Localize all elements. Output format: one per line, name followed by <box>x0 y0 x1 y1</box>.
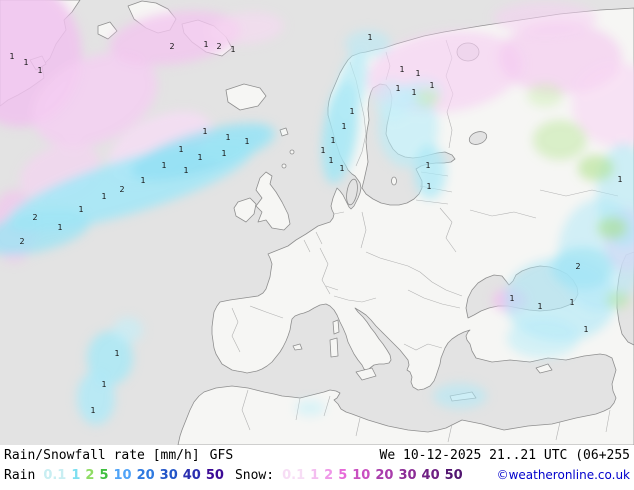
precip-patch <box>433 383 487 409</box>
precip-patch <box>345 30 391 58</box>
land-svalbard-3 <box>97 21 118 40</box>
legend-value: 40 <box>421 468 440 483</box>
legend-value: 10 <box>113 468 132 483</box>
legend-value: 1 <box>71 468 81 483</box>
legend-value: 1 <box>310 468 320 483</box>
precip-patch <box>336 50 368 122</box>
legend-value: 0.1 <box>43 468 67 483</box>
precip-patch <box>551 247 613 289</box>
land-ireland <box>233 197 257 223</box>
precip-patch <box>374 80 410 120</box>
lake-ladoga <box>468 131 488 145</box>
precip-patch <box>416 89 440 107</box>
legend-value: 30 <box>159 468 178 483</box>
valid-datetime: We 10-12-2025 21..21 UTC (06+255 <box>379 448 630 463</box>
precip-patch <box>578 155 614 181</box>
land-sardinia <box>329 337 339 358</box>
land-cyprus <box>535 363 553 374</box>
product-title: Rain/Snowfall rate [mm/h] <box>4 448 200 463</box>
precip-patch <box>113 317 143 343</box>
title-row: Rain/Snowfall rate [mm/h] GFS We 10-12-2… <box>4 448 630 468</box>
sea-kattegat <box>346 178 358 206</box>
land-mallorca <box>292 343 303 351</box>
precip-patch <box>212 11 284 45</box>
legend-value: 50 <box>205 468 224 483</box>
precip-patch <box>493 2 597 34</box>
copyright-link[interactable]: ©weatheronline.co.uk <box>496 468 630 482</box>
land-gotland <box>391 176 397 186</box>
legend-value: 20 <box>375 468 394 483</box>
precip-patch <box>109 10 241 66</box>
precip-patch <box>198 123 276 161</box>
precip-patch <box>414 145 446 199</box>
precipitation-overlay <box>0 0 634 425</box>
legend-value: 40 <box>182 468 201 483</box>
land-iceland <box>225 83 267 111</box>
rain-scale: 0.1 1 2 5 10 20 30 40 50 <box>43 468 229 483</box>
legend-value: 5 <box>338 468 348 483</box>
land-faroe <box>279 127 289 137</box>
precip-patch <box>597 217 627 239</box>
legend-value: 50 <box>444 468 463 483</box>
land-sicily <box>355 367 377 381</box>
land-orkney <box>281 163 287 169</box>
legend-value: 2 <box>85 468 95 483</box>
precip-patch <box>606 291 630 309</box>
snow-legend-label: Snow: <box>234 468 275 483</box>
rain-legend-label: Rain <box>4 468 36 483</box>
precip-patch <box>507 318 579 358</box>
legend-value: 30 <box>398 468 417 483</box>
caption-bar: Rain/Snowfall rate [mm/h] GFS We 10-12-2… <box>0 445 634 490</box>
legend-value: 2 <box>324 468 334 483</box>
precip-patch <box>572 63 634 147</box>
precip-patch <box>295 400 325 416</box>
land-great-britain <box>255 171 291 231</box>
precip-patch <box>533 120 587 160</box>
precip-patch <box>527 83 563 107</box>
precip-patch <box>32 52 158 148</box>
weather-map-svg <box>0 0 634 445</box>
legend-value: 5 <box>99 468 109 483</box>
snow-scale: 0.1 1 2 5 10 20 30 40 50 <box>282 468 468 483</box>
legend-row: Rain 0.1 1 2 5 10 20 30 40 50 Snow: 0.1 1 2 5 10 20 30… <box>4 468 630 488</box>
land-shetland <box>289 149 295 155</box>
precip-patch <box>77 371 115 425</box>
legend-value: 20 <box>136 468 155 483</box>
land-corsica <box>332 319 340 335</box>
legend-value: 0.1 <box>282 468 306 483</box>
model-name: GFS <box>209 448 234 463</box>
legend-value: 10 <box>352 468 371 483</box>
precip-patch <box>0 209 90 255</box>
